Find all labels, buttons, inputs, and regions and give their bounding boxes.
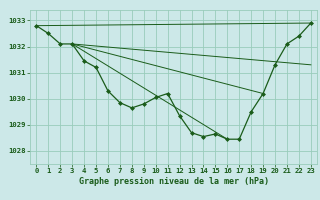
X-axis label: Graphe pression niveau de la mer (hPa): Graphe pression niveau de la mer (hPa)	[79, 177, 268, 186]
